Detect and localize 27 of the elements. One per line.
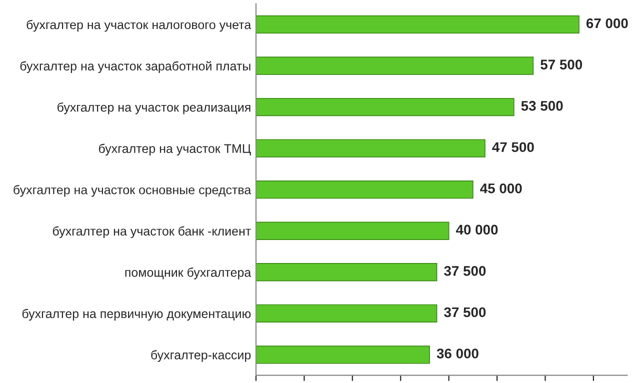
- data-label: 47 500: [492, 142, 534, 152]
- y-tick-label: бухгалтер на участок реализация: [58, 102, 250, 114]
- data-label: 36 000: [436, 348, 478, 358]
- bar: [256, 222, 450, 240]
- data-label: 67 000: [586, 18, 628, 28]
- y-tick-label: бухгалтер на участок налогового учета: [26, 20, 252, 32]
- y-tick-label: бухгалтер на участок ТМЦ: [98, 144, 251, 156]
- bar: [256, 180, 474, 199]
- bar: [256, 139, 486, 158]
- bar: [256, 15, 580, 34]
- data-label: 37 500: [444, 266, 486, 276]
- data-label: 53 500: [521, 100, 563, 111]
- data-label: 37 500: [444, 307, 486, 318]
- y-tick-label: бухгалтер на участок основные средства: [14, 185, 252, 197]
- bar: [256, 56, 534, 75]
- bar: [256, 346, 430, 364]
- data-label: 57 500: [540, 60, 582, 70]
- data-label: 45 000: [480, 183, 522, 194]
- bar: [256, 98, 514, 116]
- y-tick-label: бухгалтер на участок заработной платы: [20, 61, 250, 73]
- y-tick-label: помощник бухгалтера: [125, 268, 252, 280]
- y-tick-label: бухгалтер на участок банк -клиент: [52, 226, 251, 238]
- y-tick-label: бухгалтер-кассир: [151, 350, 251, 362]
- bar: [256, 304, 438, 323]
- data-label: 40 000: [456, 224, 498, 235]
- y-tick-label: бухгалтер на первичную документацию: [22, 308, 251, 321]
- bar: [256, 263, 438, 282]
